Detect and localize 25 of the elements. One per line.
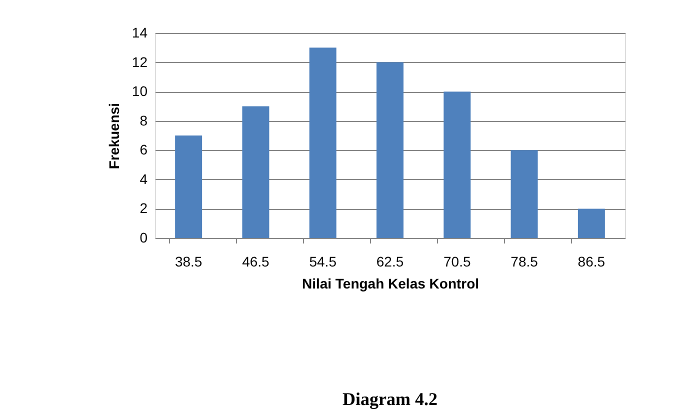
y-tick-label: 10 bbox=[132, 83, 148, 100]
y-tick-label: 4 bbox=[140, 170, 148, 187]
bar bbox=[444, 92, 471, 238]
y-tick-label: 2 bbox=[140, 200, 148, 216]
x-tick-label: 38.5 bbox=[174, 254, 202, 270]
y-axis-title: Frekuensi bbox=[106, 102, 122, 170]
x-tick-label: 62.5 bbox=[376, 254, 404, 270]
y-tick-label: 0 bbox=[140, 230, 148, 246]
bar bbox=[242, 106, 270, 238]
y-tick-label: 12 bbox=[132, 54, 148, 70]
y-tick-label: 6 bbox=[140, 142, 148, 158]
x-tick-label: 78.5 bbox=[510, 254, 538, 270]
bar bbox=[175, 136, 202, 238]
bar bbox=[309, 48, 336, 238]
text: Diagram 4.2 bbox=[342, 389, 438, 409]
x-axis-title: Nilai Tengah Kelas Kontrol bbox=[302, 276, 480, 292]
bar bbox=[510, 150, 538, 238]
x-tick-label: 70.5 bbox=[444, 254, 471, 270]
y-tick-label: 14 bbox=[132, 24, 148, 40]
y-tick-label: 8 bbox=[140, 112, 148, 128]
bar bbox=[578, 208, 605, 238]
x-tick-label: 54.5 bbox=[309, 254, 337, 270]
bar bbox=[376, 62, 404, 238]
x-tick-label: 46.5 bbox=[242, 254, 270, 270]
x-tick-label: 86.5 bbox=[578, 254, 606, 270]
